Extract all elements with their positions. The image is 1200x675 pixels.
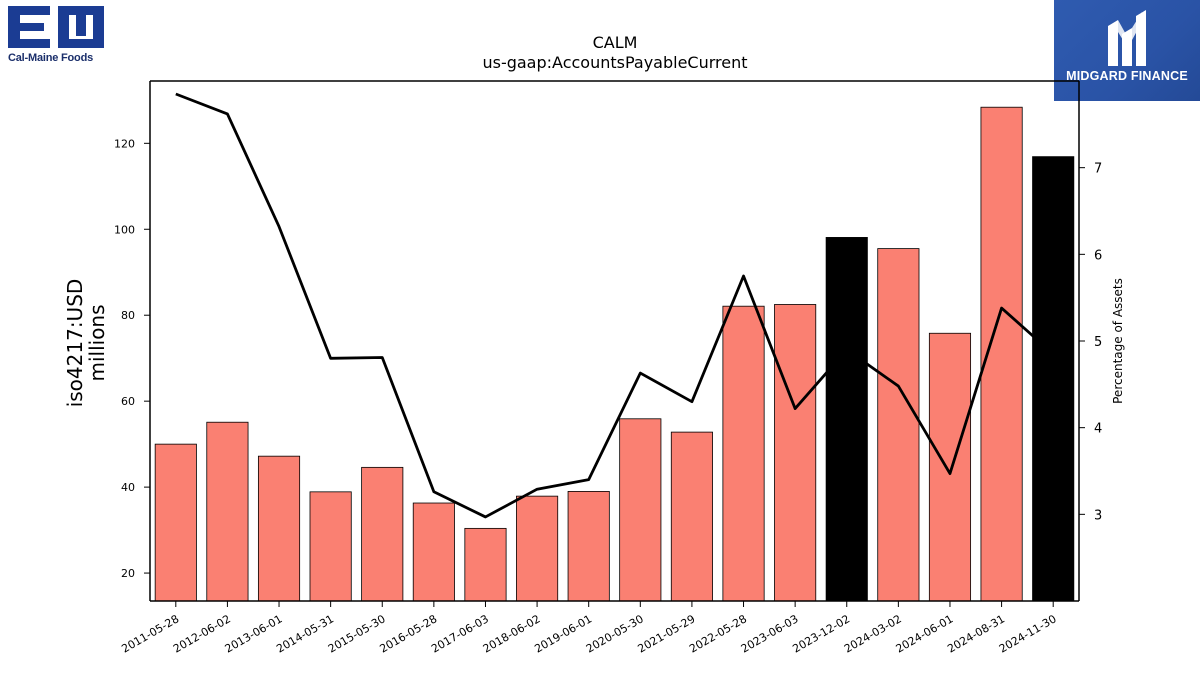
bar-2024-06-01 <box>928 332 972 602</box>
bar-2024-03-02 <box>877 248 920 602</box>
x-tick-label: 2023-06-03 <box>739 612 801 655</box>
x-tick-label: 2012-06-02 <box>171 612 233 655</box>
y-tick-label: 60 <box>121 395 135 408</box>
x-tick-label: 2023-12-02 <box>790 612 852 655</box>
cal-maine-logo-text: Cal-Maine Foods <box>8 52 94 64</box>
em-logo-icon <box>8 6 104 48</box>
midgard-finance-logo: MIDGARD FINANCE <box>1054 0 1200 101</box>
chart-title: CALM <box>593 33 638 52</box>
bar-2023-06-03 <box>774 304 817 602</box>
bar-2015-05-30 <box>361 466 404 602</box>
y-axis-label-line: iso4217:USD <box>63 279 87 408</box>
bar-2016-05-28 <box>412 502 455 602</box>
x-tick-label: 2021-05-29 <box>636 612 698 655</box>
x-tick-label: 2020-05-30 <box>584 612 646 655</box>
bar-2014-05-31 <box>309 491 352 602</box>
x-tick-label: 2024-11-30 <box>997 612 1059 655</box>
x-tick-label: 2019-06-01 <box>532 612 594 655</box>
bar-2013-06-01 <box>257 455 301 602</box>
bar-2018-06-02 <box>516 495 559 602</box>
bar-2020-05-30 <box>619 418 662 602</box>
x-tick-label: 2013-06-01 <box>223 612 285 655</box>
y-tick-label: 80 <box>121 309 135 322</box>
y2-tick-label: 5 <box>1094 335 1102 350</box>
bar-2022-05-28 <box>722 305 765 602</box>
midgard-logo-icon <box>1108 10 1146 66</box>
bar-2021-05-29 <box>670 431 713 602</box>
x-tick-label: 2018-06-02 <box>481 612 543 655</box>
x-tick-label: 2014-05-31 <box>274 612 336 655</box>
x-tick-label: 2024-03-02 <box>842 612 904 655</box>
percent-of-assets-line <box>175 92 1055 519</box>
y-axis-label: iso4217:USDmillions <box>63 279 109 408</box>
y-tick-label: 100 <box>114 223 135 236</box>
y2-tick-label: 6 <box>1094 248 1102 263</box>
x-tick-label: 2024-06-01 <box>894 612 956 655</box>
y2-axis-label: Percentage of Assets <box>1111 278 1125 404</box>
bar-2017-06-03 <box>464 527 507 602</box>
bar-2011-05-28 <box>154 443 197 602</box>
x-tick-label: 2015-05-30 <box>326 612 388 655</box>
x-tick-label: 2017-06-03 <box>429 612 491 655</box>
chart-subtitle: us-gaap:AccountsPayableCurrent <box>482 53 747 72</box>
y-tick-label: 40 <box>121 481 135 494</box>
y-tick-label: 20 <box>121 567 135 580</box>
x-tick-label: 2022-05-28 <box>687 612 749 655</box>
y2-tick-label: 7 <box>1094 162 1102 177</box>
y2-tick-label: 3 <box>1094 508 1102 523</box>
x-tick-label: 2024-08-31 <box>945 612 1007 655</box>
bar-2023-12-02 <box>825 237 868 602</box>
y2-tick-label: 4 <box>1094 422 1102 437</box>
cal-maine-logo: Cal-Maine Foods <box>6 6 110 66</box>
x-tick-label: 2011-05-28 <box>119 612 181 655</box>
bar-2024-11-30 <box>1032 156 1075 602</box>
bar-2012-06-02 <box>206 421 249 602</box>
y-axis-label-line: millions <box>85 304 109 381</box>
y-tick-label: 120 <box>114 137 135 150</box>
bar-2019-06-01 <box>567 491 610 602</box>
x-tick-label: 2016-05-28 <box>377 612 439 655</box>
midgard-logo-text: MIDGARD FINANCE <box>1066 69 1188 83</box>
